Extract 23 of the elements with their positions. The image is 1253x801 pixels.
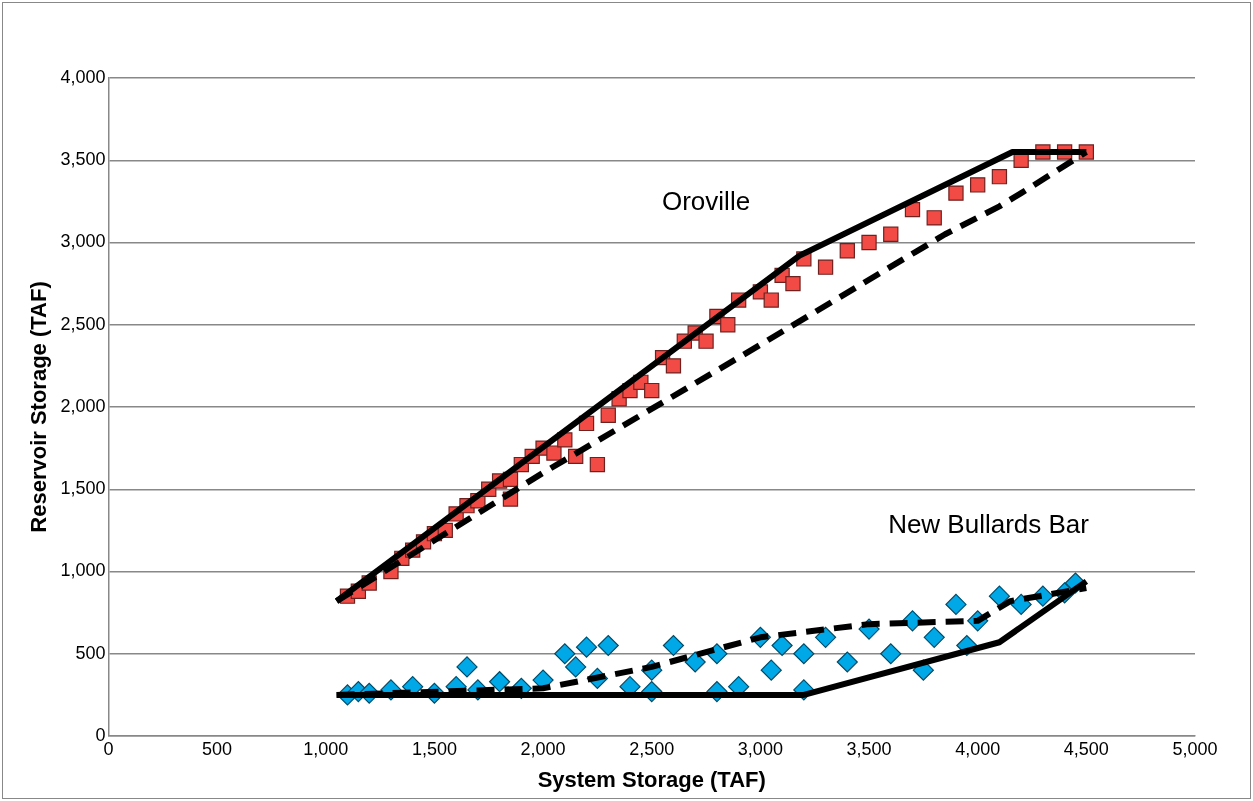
y-tick-label: 2,000 — [60, 395, 106, 416]
y-tick-label: 500 — [75, 642, 106, 663]
x-tick-label: 2,500 — [629, 738, 675, 759]
x-tick-label: 3,000 — [737, 738, 783, 759]
x-tick-label: 1,000 — [303, 738, 349, 759]
y-tick-label: 1,000 — [60, 560, 106, 581]
y-tick-label: 0 — [95, 724, 106, 745]
x-axis-title: System Storage (TAF) — [537, 766, 766, 792]
x-tick-label: 4,500 — [1063, 738, 1109, 759]
x-tick-label: 1,500 — [411, 738, 457, 759]
annotation: Oroville — [661, 186, 751, 217]
y-tick-label: 3,000 — [60, 231, 106, 252]
y-tick-label: 2,500 — [60, 313, 106, 334]
x-tick-label: 500 — [202, 738, 233, 759]
x-tick-label: 4,000 — [955, 738, 1001, 759]
annotation: New Bullards Bar — [888, 508, 1090, 539]
y-tick-label: 1,500 — [60, 478, 106, 499]
x-tick-label: 3,500 — [846, 738, 892, 759]
x-tick-label: 2,000 — [520, 738, 566, 759]
y-tick-label: 3,500 — [60, 149, 106, 170]
x-tick-label: 5,000 — [1172, 738, 1218, 759]
y-axis-title: Reservoir Storage (TAF) — [26, 281, 52, 533]
y-tick-label: 4,000 — [60, 66, 106, 87]
